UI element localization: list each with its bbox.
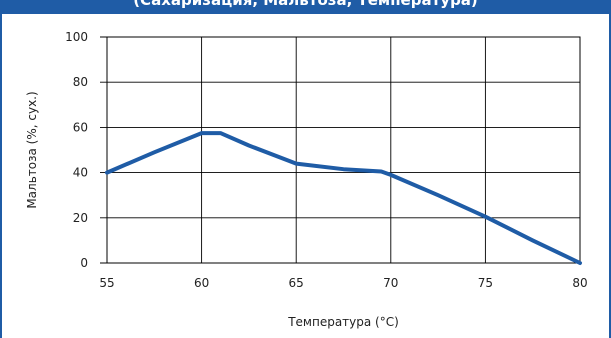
axes [106,36,581,264]
plot-border [106,36,581,264]
y-tick-label-40: 40 [73,166,88,180]
y-tick-label-20: 20 [73,211,88,225]
x-tick-label-75: 75 [478,276,493,290]
x-tick-label-80: 80 [572,276,587,290]
header-band: (Сахаризация, Мальтоза, Температура) [0,0,611,14]
x-axis-label: Температура (°C) [287,315,399,329]
tick-labels: 55 60 65 70 75 80 0 20 40 60 80 100 [65,30,588,290]
series-layer [105,131,582,265]
x-tick-label-70: 70 [383,276,398,290]
y-tick-label-0: 0 [80,256,88,270]
x-tick-label-60: 60 [194,276,209,290]
y-tick-label-100: 100 [65,30,88,44]
x-tick-label-65: 65 [289,276,304,290]
y-axis-label: Мальтоза (%, сух.) [25,91,39,208]
y-tick-label-60: 60 [73,120,88,134]
series-line-0 [105,131,582,265]
y-tick-label-80: 80 [73,75,88,89]
x-tick-label-55: 55 [99,276,114,290]
chart-frame [0,14,611,338]
header-title: (Сахаризация, Мальтоза, Температура) [133,0,478,9]
